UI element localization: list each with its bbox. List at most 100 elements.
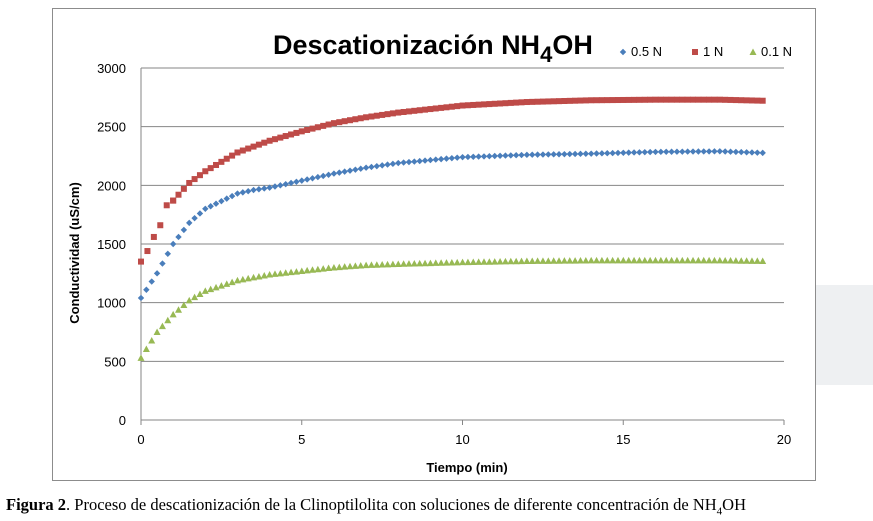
data-point: [213, 161, 220, 168]
data-point: [234, 149, 241, 156]
data-point: [641, 96, 648, 103]
data-point: [539, 151, 547, 158]
data-point: [410, 260, 418, 267]
data-point: [250, 273, 258, 281]
data-point: [309, 175, 316, 182]
series-1N: [138, 96, 766, 265]
data-point: [144, 248, 151, 255]
data-point: [373, 162, 381, 170]
data-point: [518, 151, 525, 159]
data-point: [245, 145, 252, 152]
data-point: [148, 278, 155, 285]
data-point: [561, 97, 568, 104]
data-point: [416, 157, 423, 165]
data-point: [158, 322, 166, 330]
data-point: [695, 96, 702, 103]
data-point: [378, 261, 386, 268]
data-point: [748, 257, 756, 264]
data-point: [346, 167, 354, 174]
data-point: [448, 154, 456, 162]
data-point: [357, 262, 365, 269]
data-point: [603, 256, 611, 264]
data-point: [748, 97, 755, 104]
data-point: [282, 269, 290, 276]
data-point: [138, 258, 144, 265]
data-point: [485, 258, 493, 265]
data-point: [652, 96, 659, 103]
data-point: [453, 258, 461, 266]
data-point: [255, 186, 263, 193]
data-point: [668, 256, 676, 264]
data-point: [330, 263, 338, 271]
data-point: [523, 151, 531, 159]
data-point: [507, 257, 515, 265]
data-point: [432, 259, 440, 266]
data-point: [705, 256, 713, 264]
data-point: [598, 256, 606, 264]
data-point: [228, 192, 236, 200]
grid-layer: [140, 67, 785, 425]
data-point: [528, 257, 536, 264]
data-point: [593, 97, 600, 104]
data-point: [604, 97, 611, 104]
legend-marker: [749, 48, 757, 55]
data-point: [196, 172, 203, 179]
data-point: [196, 210, 204, 217]
data-point: [630, 256, 638, 264]
data-point: [421, 259, 429, 267]
data-point: [277, 182, 284, 189]
data-point: [534, 98, 541, 105]
data-point: [287, 268, 295, 276]
data-point: [395, 159, 402, 167]
data-point: [662, 256, 670, 264]
data-point: [657, 256, 665, 264]
data-point: [539, 257, 547, 264]
data-point: [223, 155, 230, 162]
data-point: [405, 260, 413, 267]
data-point: [566, 150, 573, 158]
data-point: [459, 102, 466, 109]
legend-marker: [619, 48, 627, 56]
data-point: [507, 99, 514, 106]
data-point: [352, 166, 359, 173]
data-point: [368, 113, 375, 120]
data-point: [544, 257, 552, 264]
data-point: [668, 148, 675, 155]
data-point: [518, 99, 525, 106]
data-point: [620, 149, 627, 156]
data-point: [378, 162, 386, 169]
data-point: [185, 296, 193, 304]
data-point: [362, 164, 370, 171]
chart-title-sub: 4: [540, 42, 553, 67]
data-point: [577, 97, 584, 104]
data-point: [523, 99, 530, 106]
x-tick-label: 0: [137, 432, 144, 447]
data-point: [169, 240, 177, 248]
figure-caption: Figura 2. Proceso de descationización de…: [6, 495, 746, 517]
data-point: [609, 256, 617, 264]
data-point: [470, 101, 477, 108]
x-axis-label: Tiempo (min): [426, 460, 507, 475]
data-point: [716, 148, 724, 155]
data-point: [678, 256, 686, 264]
data-point: [212, 283, 220, 291]
data-point: [292, 268, 300, 275]
data-point: [673, 148, 681, 155]
data-point: [609, 149, 616, 157]
data-point: [335, 263, 343, 271]
data-point: [346, 262, 354, 270]
data-point: [630, 149, 638, 156]
legend-label: 1 N: [703, 44, 723, 59]
data-point: [625, 256, 633, 264]
data-point: [684, 96, 691, 103]
data-point: [722, 96, 729, 103]
data-point: [367, 261, 375, 268]
data-point: [475, 101, 482, 108]
data-point: [319, 265, 327, 272]
data-point: [244, 274, 252, 282]
data-point: [635, 256, 643, 264]
data-point: [202, 205, 209, 212]
data-point: [631, 96, 638, 103]
data-point: [539, 98, 546, 105]
y-tick-label: 1500: [97, 237, 126, 252]
